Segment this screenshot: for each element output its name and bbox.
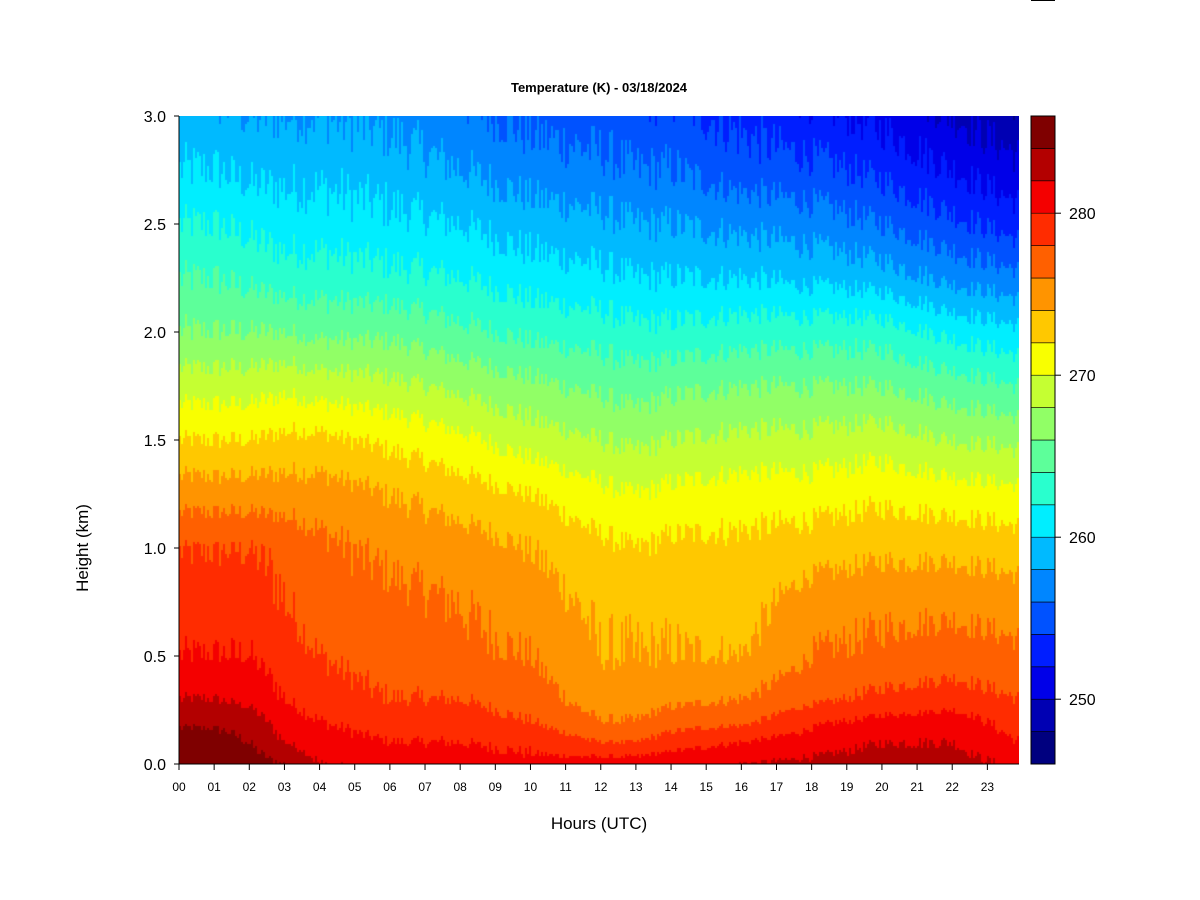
x-tick-label: 02: [243, 780, 257, 794]
x-tick-label: 13: [629, 780, 643, 794]
heatmap-image: [179, 116, 1019, 764]
x-tick-label: 12: [594, 780, 608, 794]
y-tick-label: 3.0: [144, 109, 166, 126]
x-tick-label: 05: [348, 780, 362, 794]
x-tick-label: 20: [875, 780, 889, 794]
x-tick-label: 18: [805, 780, 819, 794]
colorbar-segment: [1030, 212, 1056, 246]
y-tick-label: 2.5: [144, 217, 166, 234]
colorbar-segment: [1030, 731, 1056, 765]
colorbar-tick-label: 250: [1069, 692, 1096, 709]
colorbar-border: [1030, 115, 1056, 765]
y-tick-label: 0.0: [144, 757, 166, 774]
colorbar-segment: [1030, 180, 1056, 214]
colorbar-segment: [1030, 698, 1056, 732]
y-tick-label: 2.0: [144, 325, 166, 342]
x-tick-label: 07: [418, 780, 432, 794]
x-tick-label: 19: [840, 780, 854, 794]
colorbar-segment: [1030, 666, 1056, 700]
colorbar-segment: [1030, 115, 1056, 149]
y-axis: 0.0 0.5 1.0 1.5 2.0 2.5 3.0: [144, 109, 180, 774]
colorbar-segment: [1030, 472, 1056, 506]
x-tick-label: 21: [910, 780, 924, 794]
colorbar-segment: [1030, 277, 1056, 311]
y-axis-label: Height (km): [73, 504, 92, 592]
x-tick-label: 16: [735, 780, 749, 794]
colorbar-segment: [1030, 245, 1056, 279]
colorbar-tick-label: 270: [1069, 368, 1096, 385]
x-tick-label: 06: [383, 780, 397, 794]
colorbar-segment: [1030, 407, 1056, 441]
x-tick-label: 09: [489, 780, 503, 794]
x-tick-label: 22: [946, 780, 960, 794]
colorbar-segment: [1030, 148, 1056, 182]
x-tick-label: 11: [559, 780, 572, 794]
colorbar-segment: [1030, 601, 1056, 635]
x-tick-label: 15: [700, 780, 714, 794]
colorbar-tick-label: 260: [1069, 530, 1096, 547]
x-tick-label: 10: [524, 780, 538, 794]
x-tick-label: 01: [207, 780, 221, 794]
colorbar-segment: [1030, 536, 1056, 570]
colorbar-segment: [1030, 374, 1056, 408]
y-tick-label: 0.5: [144, 649, 166, 666]
x-tick-label: 23: [981, 780, 995, 794]
x-axis: 00 01 02 03 04 05 06 07 08 09 10 11 12 13 14 15 16 17 18 19…: [172, 763, 1019, 794]
colorbar-segment: [1030, 504, 1056, 538]
x-tick-label: 03: [278, 780, 292, 794]
x-tick-label: 17: [770, 780, 784, 794]
colorbar: [1030, 115, 1056, 765]
y-tick-label: 1.0: [144, 541, 166, 558]
x-tick-label: 14: [664, 780, 678, 794]
colorbar-segment: [1030, 310, 1056, 344]
colorbar-tick-label: 280: [1069, 206, 1096, 223]
colorbar-segment: [1030, 439, 1056, 473]
x-tick-label: 00: [172, 780, 186, 794]
x-tick-label: 04: [313, 780, 327, 794]
colorbar-segment: [1030, 634, 1056, 668]
heatmap-plot-area: [179, 116, 1019, 764]
y-tick-label: 1.5: [144, 433, 166, 450]
colorbar-segment: [1030, 569, 1056, 603]
x-tick-label: 08: [453, 780, 467, 794]
colorbar-segment: [1030, 342, 1056, 376]
colorbar-ticks: 250 260 270 280: [1055, 206, 1096, 709]
x-axis-label: Hours (UTC): [551, 814, 647, 833]
corner-mark: [1031, 0, 1055, 1]
chart-title: Temperature (K) - 03/18/2024: [511, 80, 688, 95]
